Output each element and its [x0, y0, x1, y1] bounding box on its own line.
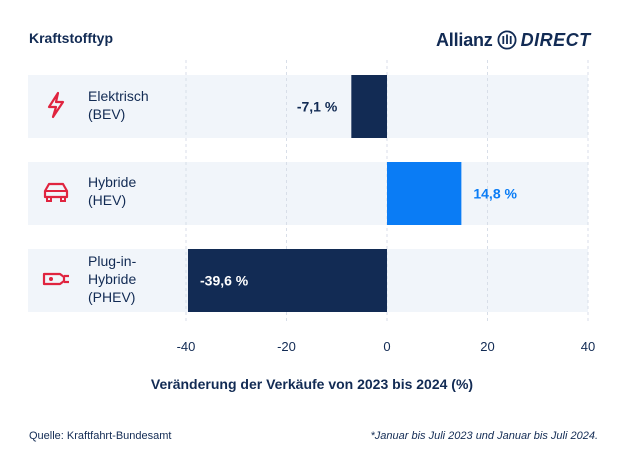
bar: [351, 75, 387, 138]
data-label: -39,6 %: [200, 273, 249, 289]
plug-icon: [40, 263, 72, 295]
chart-title: Kraftstofftyp: [29, 30, 113, 46]
footer-source: Quelle: Kraftfahrt-Bundesamt: [29, 430, 172, 442]
row-label-line: (HEV): [88, 192, 127, 208]
x-tick-label: 40: [581, 339, 595, 354]
row-label-bev: Elektrisch (BEV): [88, 87, 149, 123]
row-band: [28, 162, 588, 225]
brand-sub: DIRECT: [520, 29, 591, 50]
brand-name: Allianz: [436, 29, 493, 50]
row-label-line: Elektrisch: [88, 88, 149, 104]
row-label-line: Hybride: [88, 174, 137, 190]
bar: [387, 162, 462, 225]
x-axis-title: Veränderung der Verkäufe von 2023 bis 20…: [150, 376, 474, 392]
row-label-line: Hybride: [88, 271, 137, 287]
data-label: -7,1 %: [297, 99, 338, 115]
x-tick-label: -20: [277, 339, 296, 354]
x-tick-label: 0: [383, 339, 390, 354]
row-label-phev: Plug-in- Hybride (PHEV): [88, 252, 136, 306]
x-tick-label: 20: [480, 339, 494, 354]
bar: [188, 249, 387, 312]
x-tick-label: -40: [177, 339, 196, 354]
row-label-line: Plug-in-: [88, 253, 137, 269]
car-icon: [40, 175, 72, 207]
row-band: [28, 75, 588, 138]
row-label-line: (BEV): [88, 106, 126, 122]
row-label-hev: Hybride (HEV): [88, 173, 136, 209]
bar-chart: -40 -20 0 20 40 -7,1 % 14,8 % -39,6 %: [28, 60, 595, 354]
row-label-line: (PHEV): [88, 289, 136, 305]
lightning-icon: [40, 89, 72, 121]
allianz-eagle-icon: [497, 30, 517, 50]
brand-logo: Allianz DIRECT: [436, 29, 591, 51]
footer-note: *Januar bis Juli 2023 und Januar bis Jul…: [370, 430, 598, 442]
data-label: 14,8 %: [473, 186, 517, 202]
